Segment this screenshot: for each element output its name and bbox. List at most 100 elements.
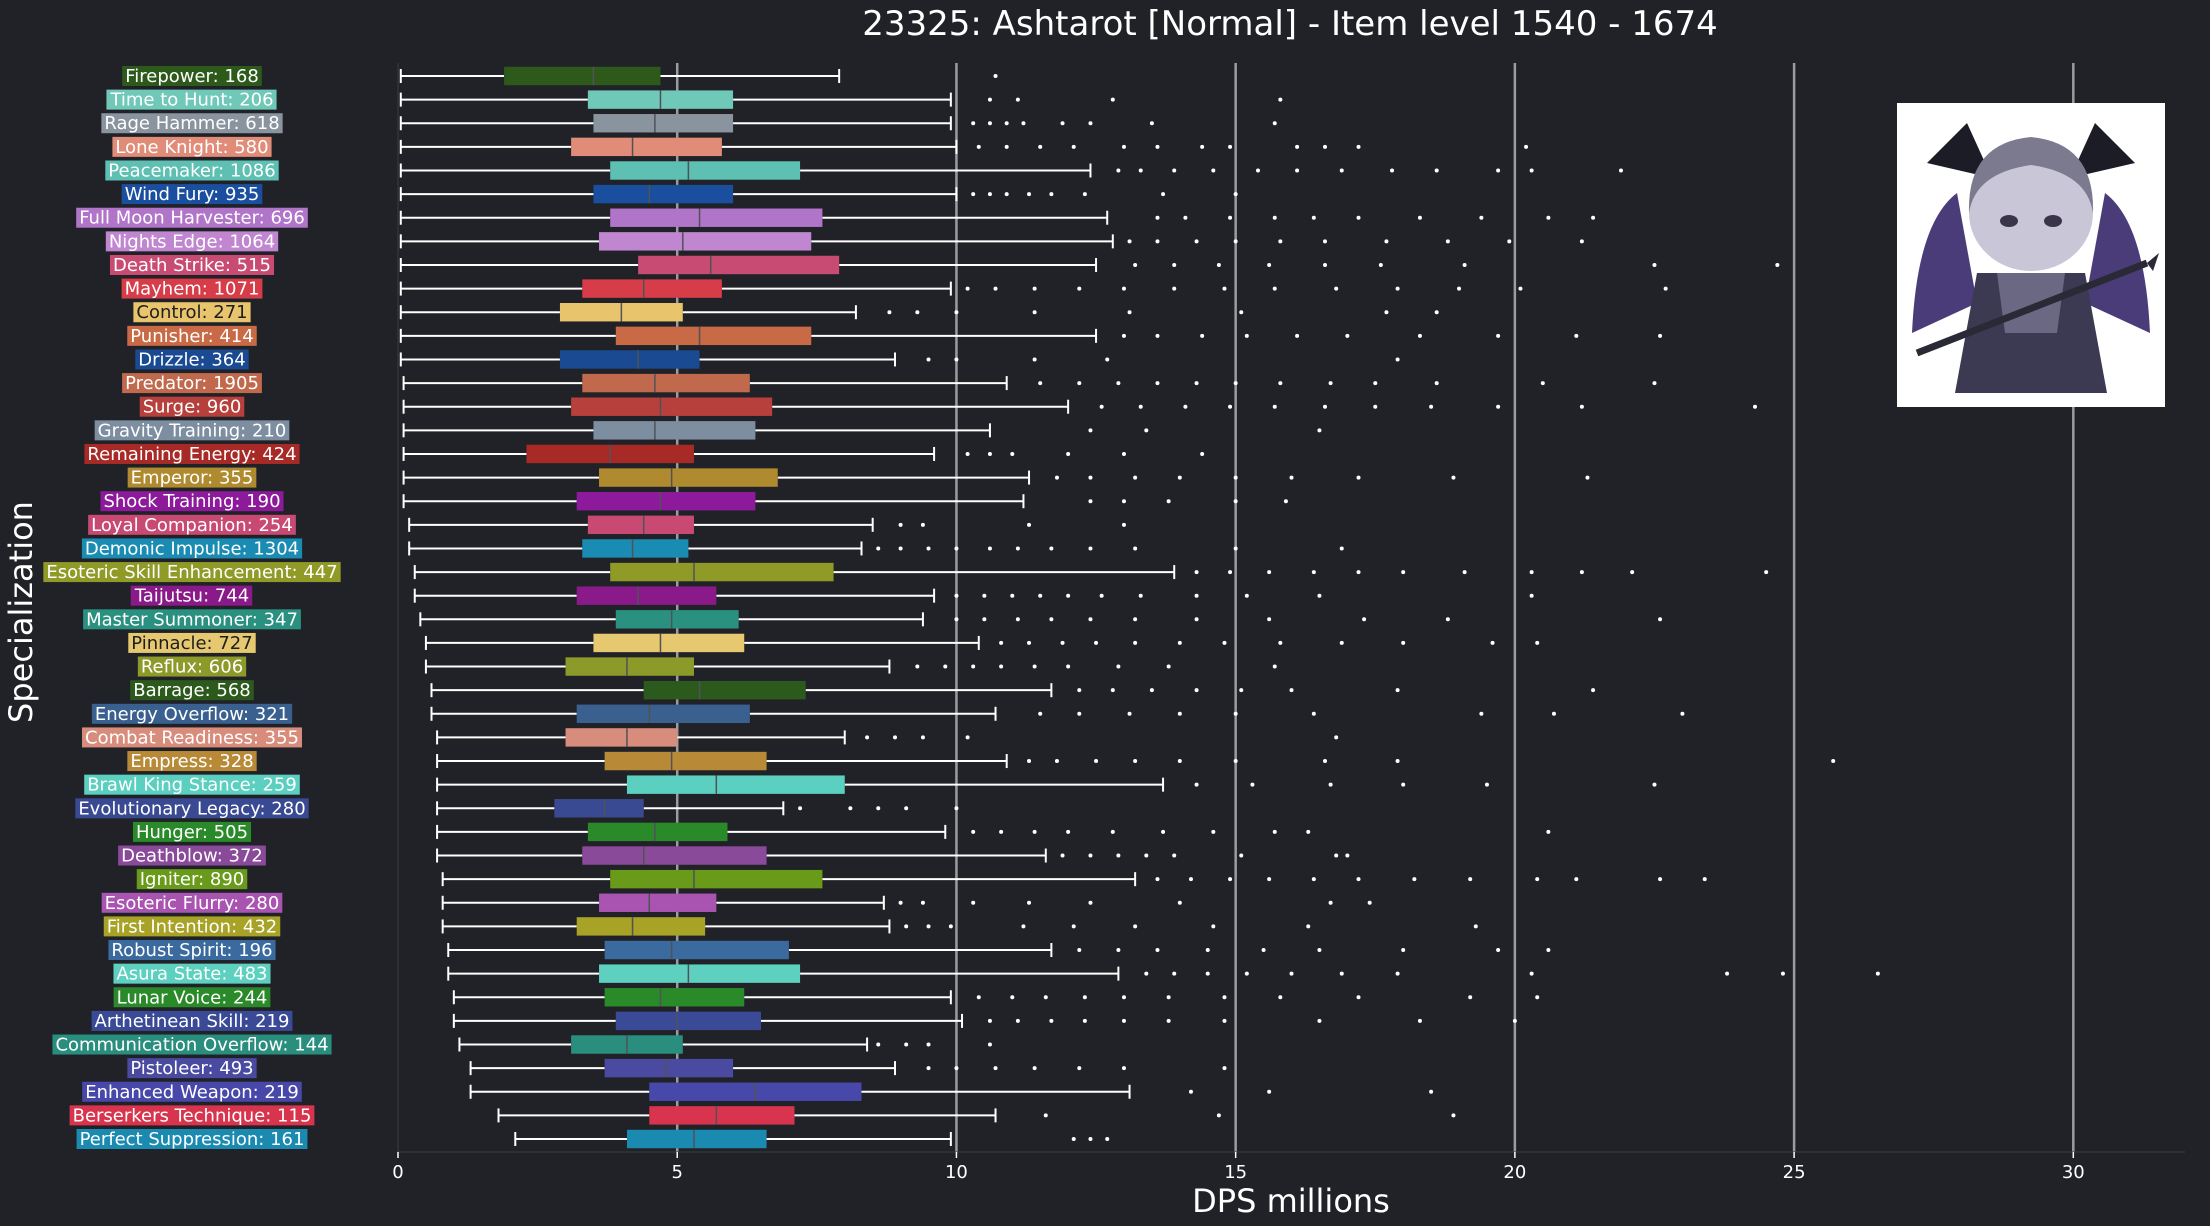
series-pinnacle: Pinnacle: 727 (128, 632, 1540, 654)
outlier-mayhem-12 (1663, 286, 1668, 291)
outlier-empress-7 (1395, 759, 1400, 764)
outlier-predator-1 (1077, 381, 1082, 386)
outlier-berserkers-technique-0 (1043, 1113, 1048, 1118)
outlier-demonic-impulse-5 (1015, 546, 1020, 551)
series-perfect-suppression: Perfect Suppression: 161 (76, 1129, 1110, 1150)
y-tick-label-predator: Predator: 1905 (125, 373, 259, 394)
box-taijutsu (576, 586, 717, 605)
outlier-wind-fury-5 (1082, 192, 1087, 197)
box-rage-hammer (593, 114, 734, 133)
outlier-master-summoner-5 (1133, 617, 1138, 622)
y-tick-label-energy-overflow: Energy Overflow: 321 (95, 704, 289, 725)
outlier-demonic-impulse-1 (898, 546, 903, 551)
outlier-lone-knight-10 (1356, 144, 1361, 149)
series-communication-overflow: Communication Overflow: 144 (52, 1034, 992, 1056)
outlier-demonic-impulse-9 (1233, 546, 1238, 551)
outlier-pistoleer-2 (993, 1066, 998, 1071)
outlier-igniter-4 (1311, 877, 1316, 882)
outlier-barrage-7 (1591, 688, 1596, 693)
y-tick-label-mayhem: Mayhem: 1071 (125, 279, 260, 300)
outlier-reflux-7 (1166, 664, 1171, 669)
outlier-deathblow-4 (1172, 853, 1177, 858)
outlier-empress-0 (1027, 759, 1032, 764)
outlier-esoteric-skill-enhancement-9 (1630, 570, 1635, 575)
box-energy-overflow (576, 704, 750, 724)
box-mayhem (582, 279, 722, 298)
outlier-rage-hammer-5 (1088, 121, 1093, 126)
outlier-predator-0 (1038, 381, 1043, 386)
outlier-energy-overflow-5 (1311, 711, 1316, 716)
outlier-wind-fury-2 (1004, 192, 1009, 197)
outlier-lone-knight-2 (1038, 144, 1043, 149)
y-tick-label-gravity-training: Gravity Training: 210 (98, 420, 287, 441)
outlier-demonic-impulse-7 (1088, 546, 1093, 551)
outlier-wind-fury-4 (1049, 192, 1054, 197)
series-master-summoner: Master Summoner: 347 (83, 609, 1663, 630)
y-tick-label-bg-reflux (137, 656, 247, 677)
outlier-esoteric-skill-enhancement-4 (1356, 570, 1361, 575)
outlier-evolutionary-legacy-0 (798, 806, 803, 811)
outlier-demonic-impulse-6 (1049, 546, 1054, 551)
outlier-surge-0 (1099, 404, 1104, 409)
outlier-arthetinean-skill-7 (1317, 1018, 1322, 1023)
outlier-communication-overflow-0 (876, 1042, 881, 1047)
x-tick-label-0: 0 (392, 1162, 403, 1183)
outlier-brawl-king-stance-1 (1250, 782, 1255, 787)
box-wind-fury (593, 184, 734, 204)
outlier-reflux-1 (943, 664, 948, 669)
outlier-taijutsu-5 (1099, 593, 1104, 598)
x-tick-label-5: 5 (671, 1162, 682, 1183)
outlier-peacemaker-9 (1496, 168, 1501, 173)
box-drizzle (559, 350, 700, 369)
series-arthetinean-skill: Arthetinean Skill: 219 (91, 1010, 1517, 1032)
outlier-energy-overflow-0 (1038, 711, 1043, 716)
box-combat-readiness (565, 728, 678, 747)
outlier-lunar-voice-8 (1356, 995, 1361, 1000)
series-remaining-energy: Remaining Energy: 424 (84, 443, 1205, 465)
outlier-esoteric-skill-enhancement-6 (1462, 570, 1467, 575)
box-peacemaker (610, 161, 801, 180)
series-peacemaker: Peacemaker: 1086 (105, 160, 1623, 181)
outlier-first-intention-3 (1021, 924, 1026, 929)
outlier-predator-8 (1373, 381, 1378, 386)
outlier-taijutsu-7 (1194, 593, 1199, 598)
outlier-deathblow-7 (1345, 853, 1350, 858)
outlier-lunar-voice-0 (976, 995, 981, 1000)
outlier-evolutionary-legacy-3 (904, 806, 909, 811)
outlier-taijutsu-6 (1138, 593, 1143, 598)
y-tick-label-arthetinean-skill: Arthetinean Skill: 219 (95, 1011, 290, 1032)
outlier-nights-edge-8 (1507, 239, 1512, 244)
outlier-predator-4 (1194, 381, 1199, 386)
y-tick-label-bg-combat-readiness (82, 727, 302, 748)
outlier-surge-10 (1753, 404, 1758, 409)
outlier-mayhem-8 (1334, 286, 1339, 291)
outlier-deathblow-1 (1088, 853, 1093, 858)
y-tick-label-barrage: Barrage: 568 (133, 680, 251, 701)
outlier-shock-training-1 (1121, 499, 1126, 504)
plot-area: 0 5 10 15 20 25 30 Firepower: 168 Time to Hunt: … (43, 63, 2185, 1183)
outlier-arthetinean-skill-1 (1015, 1018, 1020, 1023)
outlier-robust-spirit-3 (1205, 948, 1210, 953)
outlier-peacemaker-4 (1255, 168, 1260, 173)
outlier-full-moon-harvester-7 (1479, 215, 1484, 220)
outlier-nights-edge-5 (1323, 239, 1328, 244)
outlier-robust-spirit-2 (1155, 948, 1160, 953)
y-tick-label-evolutionary-legacy: Evolutionary Legacy: 280 (78, 798, 305, 819)
box-firepower (504, 66, 661, 86)
outlier-asura-state-9 (1780, 971, 1785, 976)
outlier-perfect-suppression-0 (1071, 1137, 1076, 1141)
outlier-firepower-0 (993, 74, 998, 78)
box-loyal-companion (587, 515, 694, 535)
y-tick-label-bg-arthetinean-skill (91, 1010, 293, 1031)
y-tick-label-taijutsu: Taijutsu: 744 (134, 586, 249, 607)
series-first-intention: First Intention: 432 (103, 916, 1478, 937)
box-evolutionary-legacy (554, 799, 644, 818)
y-tick-label-bg-surge (139, 396, 245, 417)
y-axis-title: Specialization (2, 501, 40, 723)
outlier-full-moon-harvester-8 (1546, 215, 1551, 220)
series-berserkers-technique: Berserkers Technique: 115 (69, 1105, 1456, 1126)
outlier-peacemaker-7 (1390, 168, 1395, 173)
outlier-hunger-3 (1066, 829, 1071, 834)
outlier-deathblow-3 (1144, 853, 1149, 858)
